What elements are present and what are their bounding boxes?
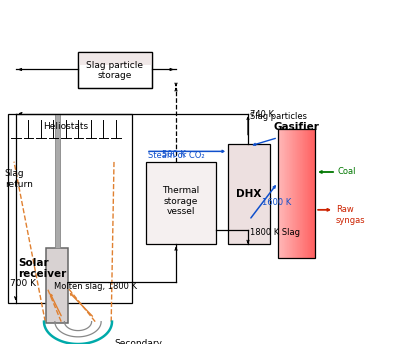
Bar [296, 129, 297, 258]
Bar [278, 129, 279, 258]
Bar [146, 162, 216, 244]
Bar [303, 129, 304, 258]
Text: 740 K: 740 K [250, 110, 274, 119]
Bar [295, 129, 296, 258]
Bar [288, 129, 290, 258]
Bar [285, 129, 286, 258]
Bar [78, 52, 152, 88]
Bar [304, 129, 305, 258]
Bar [296, 129, 298, 258]
Text: Slag particles: Slag particles [250, 112, 307, 121]
Bar [279, 129, 280, 258]
Text: DHX: DHX [236, 189, 262, 200]
Bar [286, 129, 287, 258]
Text: Coal: Coal [338, 168, 356, 176]
Bar [299, 129, 300, 258]
Bar [8, 114, 132, 303]
Bar [310, 129, 311, 258]
Bar [298, 129, 300, 258]
Bar [310, 129, 311, 258]
Bar [292, 129, 293, 258]
Bar [300, 129, 301, 258]
Bar [283, 129, 284, 258]
Bar [289, 129, 290, 258]
Text: Thermal
storage
vessel: Thermal storage vessel [162, 186, 200, 216]
Text: 500 K: 500 K [162, 150, 186, 159]
Bar [305, 129, 306, 258]
Bar [46, 248, 68, 323]
Text: Secondary
concentrator: Secondary concentrator [109, 339, 167, 344]
Bar [284, 129, 285, 258]
Bar [78, 52, 152, 88]
Bar [301, 129, 302, 258]
Text: Gasifier: Gasifier [274, 122, 320, 132]
Bar [295, 129, 296, 258]
Bar [288, 129, 289, 258]
Bar [309, 129, 310, 258]
Bar [284, 129, 285, 258]
Bar [313, 129, 314, 258]
Text: Steam or CO₂: Steam or CO₂ [148, 151, 205, 160]
Text: 700 K: 700 K [10, 279, 36, 288]
Text: Slag particle
storage: Slag particle storage [86, 61, 144, 80]
Bar [287, 129, 288, 258]
Bar [300, 129, 301, 258]
Bar [282, 129, 283, 258]
Bar [292, 129, 293, 258]
Bar [291, 129, 292, 258]
Bar [305, 129, 306, 258]
Bar [282, 129, 283, 258]
Text: 1800 K Slag: 1800 K Slag [250, 228, 300, 237]
Bar [78, 52, 152, 65]
Bar [312, 129, 313, 258]
Bar [306, 129, 307, 258]
Bar [306, 129, 308, 258]
Bar [228, 144, 270, 244]
Text: Slag
return: Slag return [5, 169, 33, 189]
Bar [281, 129, 282, 258]
Bar [314, 129, 316, 258]
Bar [313, 129, 314, 258]
Text: Solar
receiver: Solar receiver [18, 258, 66, 279]
Bar [314, 129, 315, 258]
Text: Raw
syngas: Raw syngas [336, 205, 366, 225]
Bar [287, 129, 288, 258]
Text: Heliostats: Heliostats [44, 122, 88, 131]
Bar [297, 129, 298, 258]
Bar [293, 129, 294, 258]
Bar [308, 129, 310, 258]
Text: 1600 K: 1600 K [262, 198, 291, 207]
Bar [294, 129, 295, 258]
Bar [302, 129, 303, 258]
Bar [279, 129, 280, 258]
Bar [298, 129, 299, 258]
Bar [290, 129, 292, 258]
Bar [308, 129, 309, 258]
Text: Molten slag, 1800 K: Molten slag, 1800 K [54, 282, 138, 291]
Bar [55, 114, 60, 248]
Bar [280, 129, 281, 258]
Bar [311, 129, 312, 258]
Bar [290, 129, 291, 258]
Bar [307, 129, 308, 258]
Bar [280, 129, 282, 258]
Bar [278, 129, 315, 258]
